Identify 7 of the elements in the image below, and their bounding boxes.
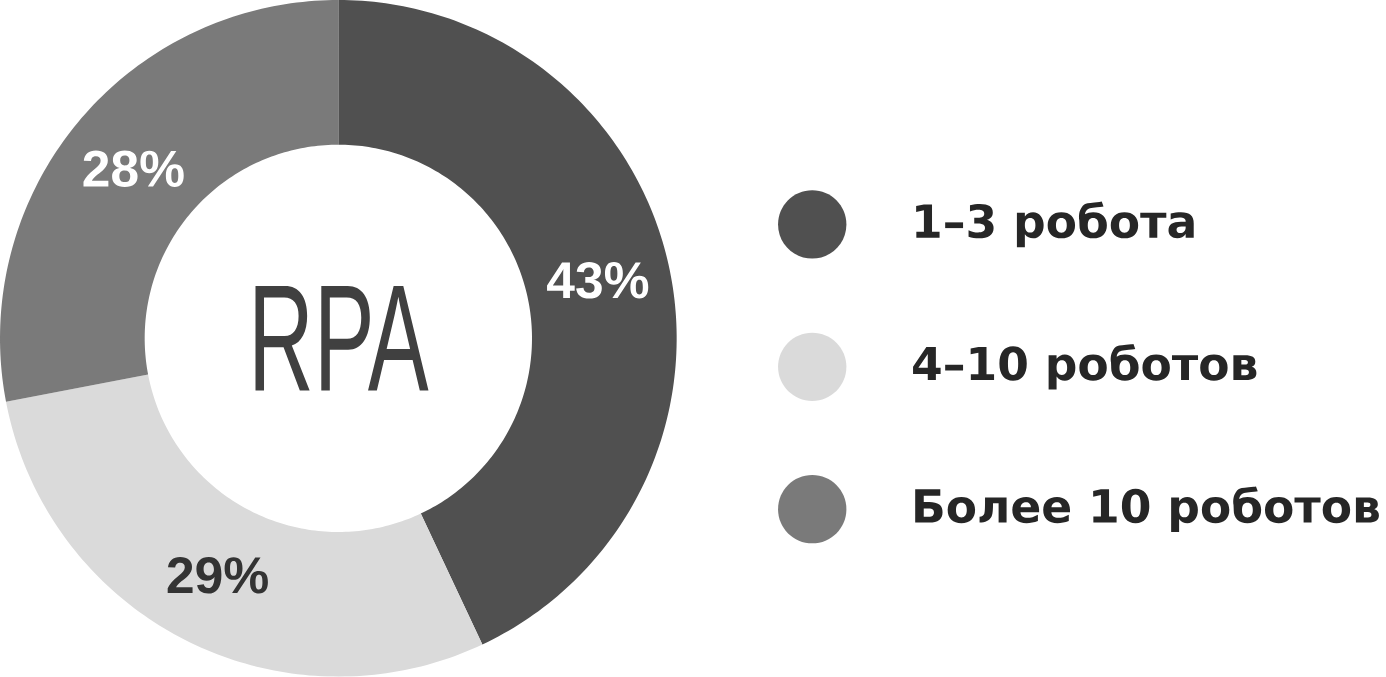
legend-label: Более 10 роботов	[915, 486, 1379, 533]
data-label: 28%	[83, 150, 184, 188]
legend-label: 4–10 роботов	[913, 344, 1257, 390]
legend-label: 1–3 робота	[916, 201, 1194, 248]
text: RPA	[255, 286, 429, 391]
data-label: 43%	[547, 262, 649, 299]
data-label: 29%	[167, 557, 268, 594]
